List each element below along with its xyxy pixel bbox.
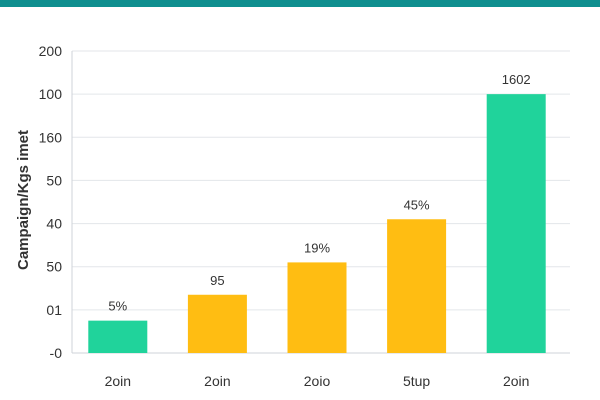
bar	[486, 94, 546, 354]
y-axis-label: Campaign/Kgs imet	[15, 130, 32, 270]
bars	[88, 94, 546, 354]
bar	[287, 262, 347, 353]
y-tick-labels: -0 01 50 40 50 160 100 200	[39, 43, 63, 361]
x-tick-label: 2oin	[204, 373, 230, 389]
x-tick-labels: 2oin 2oin 2oio 5tup 2oin	[105, 373, 530, 389]
y-tick-label: -0	[50, 345, 63, 361]
y-tick-label: 200	[39, 43, 63, 59]
y-tick-label: 40	[46, 216, 62, 232]
y-tick-label: 01	[46, 302, 62, 318]
data-label: 5%	[108, 299, 127, 314]
bar	[387, 219, 447, 353]
top-accent-bar	[0, 0, 600, 7]
y-tick-label: 100	[39, 86, 63, 102]
data-label: 19%	[304, 240, 330, 255]
data-label: 95	[210, 273, 224, 288]
bar	[187, 294, 247, 353]
y-tick-label: 50	[46, 259, 62, 275]
x-tick-label: 2oin	[105, 373, 131, 389]
x-tick-label: 2oio	[304, 373, 331, 389]
bar	[88, 320, 148, 353]
x-tick-label: 5tup	[403, 373, 430, 389]
data-label: 1602	[502, 72, 531, 87]
data-labels: 5% 95 19% 45% 1602	[108, 72, 531, 314]
data-label: 45%	[404, 197, 430, 212]
y-tick-label: 160	[39, 129, 63, 145]
y-tick-label: 50	[46, 172, 62, 188]
x-tick-label: 2oin	[503, 373, 529, 389]
